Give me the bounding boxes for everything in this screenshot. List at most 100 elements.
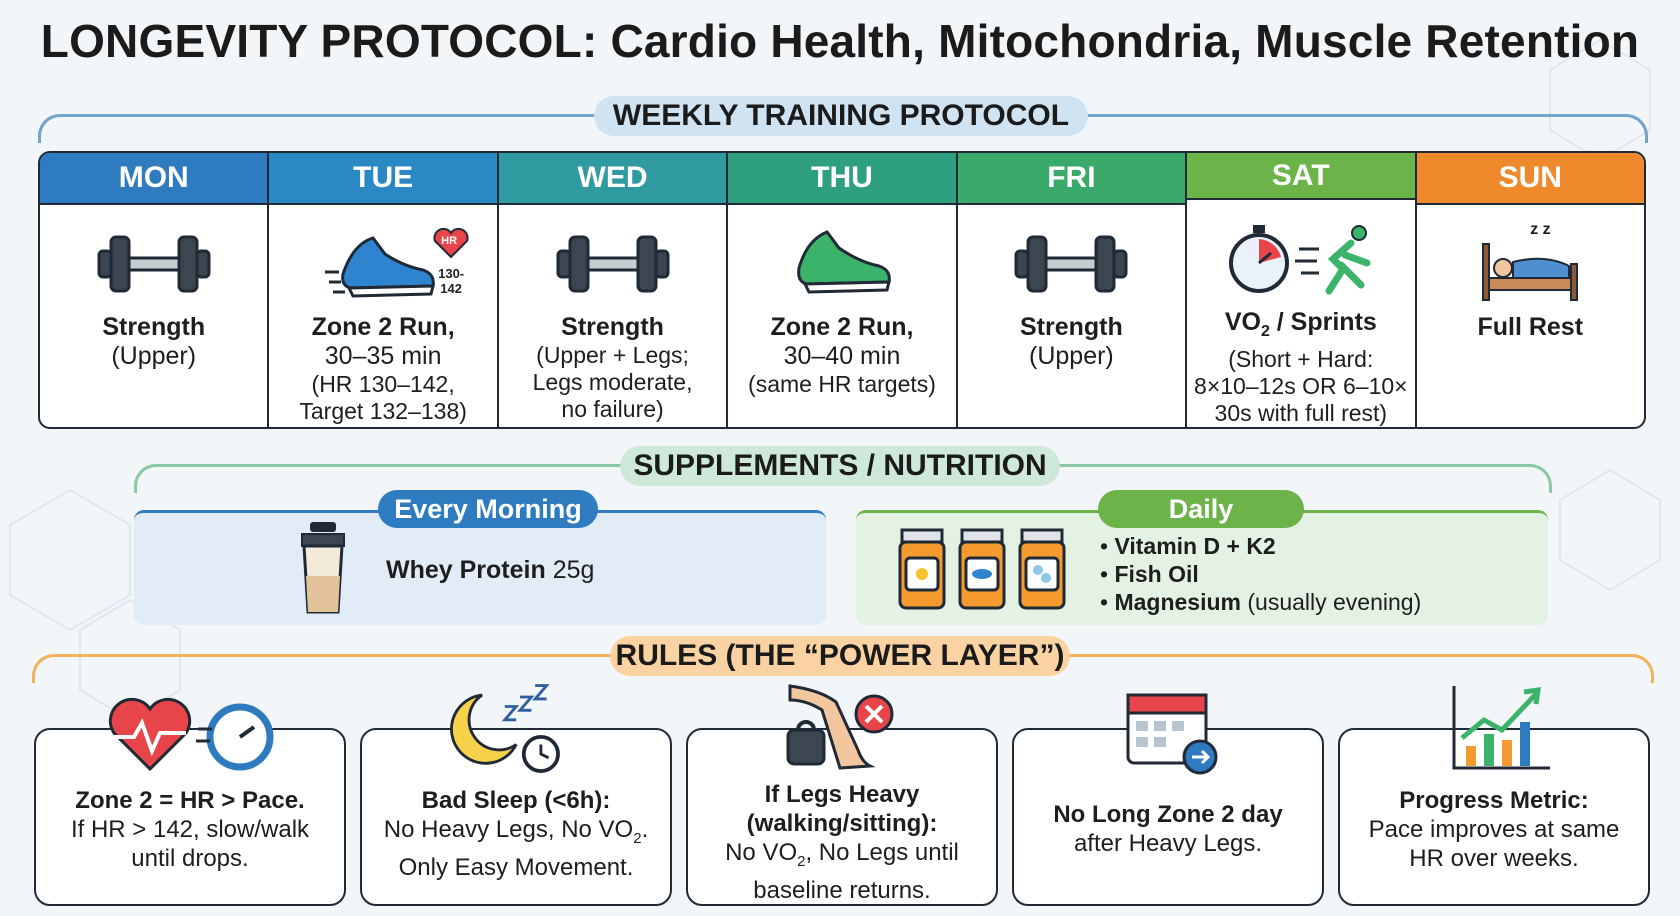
day-detail: (Upper) bbox=[1029, 342, 1114, 370]
day-note: 8×10–12s OR 6–10× bbox=[1194, 373, 1408, 399]
supplement-bottles-icon bbox=[898, 524, 1068, 617]
calendar-arrow-icon bbox=[1126, 693, 1218, 775]
running-shoe-icon bbox=[742, 219, 942, 309]
daily-banner: Daily bbox=[1098, 490, 1304, 528]
rule-title: Zone 2 = HR > Pace. bbox=[75, 787, 305, 814]
hr-badge-label: HR bbox=[441, 235, 458, 247]
rule-line: No Heavy Legs, No VO2. bbox=[362, 815, 670, 853]
dumbbell-icon bbox=[513, 219, 713, 309]
day-title: Full Rest bbox=[1477, 313, 1584, 341]
day-title: Strength bbox=[102, 313, 206, 341]
rule-line-a: No VO bbox=[725, 839, 798, 866]
rule-title: No Long Zone 2 day bbox=[1053, 801, 1283, 828]
running-shoe-icon: HR 130-142 bbox=[283, 219, 483, 309]
rule-title: Bad Sleep (<6h): bbox=[421, 787, 611, 814]
day-detail: 30–40 min bbox=[783, 342, 901, 370]
day-note: (same HR targets) bbox=[748, 371, 936, 397]
day-header: SAT bbox=[1187, 153, 1415, 200]
day-wed: WED Strength (Upper + Legs; Legs moderat… bbox=[498, 153, 729, 427]
day-mon: MON Strength (Upper) bbox=[40, 153, 270, 427]
morning-banner: Every Morning bbox=[378, 490, 598, 528]
bed-sleep-icon: z z bbox=[1430, 219, 1630, 309]
day-title: Strength bbox=[1020, 313, 1123, 341]
rule-line: until drops. bbox=[131, 845, 249, 872]
heart-icon bbox=[433, 227, 469, 259]
daily-item-name: Vitamin D + K2 bbox=[1114, 533, 1276, 559]
day-sun: SUN z z Full Rest bbox=[1416, 153, 1644, 427]
morning-panel bbox=[134, 510, 826, 625]
day-header: WED bbox=[498, 153, 727, 205]
rule-card: If Legs Heavy (walking/sitting): No VO2,… bbox=[686, 728, 998, 906]
day-title: Strength bbox=[561, 313, 664, 341]
rule-title: If Legs Heavy bbox=[764, 781, 920, 808]
daily-item: • Fish Oil bbox=[1100, 561, 1199, 587]
day-note: 30s with full rest) bbox=[1214, 400, 1388, 426]
protein-shaker-icon bbox=[296, 520, 350, 621]
day-note: Legs moderate, bbox=[532, 369, 693, 395]
progress-chart-icon bbox=[1452, 686, 1550, 770]
supplements-banner: SUPPLEMENTS / NUTRITION bbox=[620, 446, 1060, 486]
daily-item-name: Fish Oil bbox=[1114, 561, 1199, 587]
dumbbell-icon bbox=[971, 219, 1171, 309]
rule-line-sub: 2 bbox=[633, 829, 642, 847]
rule-line: No VO2, No Legs until bbox=[688, 838, 996, 876]
daily-item-note: (usually evening) bbox=[1240, 589, 1422, 615]
rule-line: HR over weeks. bbox=[1409, 845, 1579, 872]
day-tue: TUE HR 130-142 Zone 2 Run, 30–35 min (HR… bbox=[269, 153, 499, 427]
day-header: THU bbox=[728, 153, 956, 205]
day-title-sub: 2 bbox=[1260, 323, 1270, 340]
day-header: TUE bbox=[269, 153, 497, 205]
rule-line: after Heavy Legs. bbox=[1073, 830, 1263, 857]
day-detail: 30–35 min bbox=[324, 342, 442, 370]
rule-line-b: . bbox=[641, 816, 649, 843]
day-fri: FRI Strength (Upper) bbox=[957, 153, 1188, 427]
day-title-rest: / Sprints bbox=[1269, 308, 1377, 336]
rule-line: baseline returns. bbox=[753, 876, 931, 904]
day-thu: THU Zone 2 Run, 30–40 min (same HR targe… bbox=[728, 153, 958, 427]
rule-line-a: No Heavy Legs, No VO bbox=[383, 816, 634, 843]
rule-title: (walking/sitting): bbox=[746, 810, 938, 837]
day-title: Zone 2 Run, bbox=[770, 313, 914, 341]
daily-list: • Vitamin D + K2 • Fish Oil • Magnesium … bbox=[1100, 532, 1421, 616]
hr-range: 130-142 bbox=[438, 266, 465, 296]
day-detail: (Upper) bbox=[111, 342, 197, 370]
weekly-table: MON Strength (Upper) TUE HR 130-142 Zone… bbox=[38, 151, 1646, 429]
heart-rate-icon bbox=[108, 697, 274, 772]
day-note: Target 132–138) bbox=[299, 398, 467, 424]
day-sat: SAT VO2 / Sprints (Short + Hard: 8×10–12… bbox=[1187, 153, 1417, 427]
heavy-legs-icon bbox=[786, 684, 894, 770]
day-title: VO2 / Sprints bbox=[1225, 308, 1377, 346]
rule-card: Bad Sleep (<6h): No Heavy Legs, No VO2. … bbox=[360, 728, 672, 906]
page-title: LONGEVITY PROTOCOL: Cardio Health, Mitoc… bbox=[40, 15, 1640, 67]
rule-title: Progress Metric: bbox=[1399, 787, 1589, 814]
weekly-banner: WEEKLY TRAINING PROTOCOL bbox=[594, 96, 1088, 136]
rule-card: Zone 2 = HR > Pace. If HR > 142, slow/wa… bbox=[34, 728, 346, 906]
zzz-text: z z bbox=[1530, 221, 1551, 238]
day-note: no failure) bbox=[561, 396, 664, 422]
morning-item: Whey Protein 25g bbox=[386, 556, 594, 585]
day-header: MON bbox=[40, 153, 268, 205]
morning-item-name: Whey Protein bbox=[386, 556, 546, 584]
daily-item: • Magnesium (usually evening) bbox=[1100, 589, 1422, 615]
stopwatch-sprinter-icon bbox=[1201, 214, 1401, 304]
rule-line: If HR > 142, slow/walk bbox=[70, 816, 310, 843]
moon-sleep-icon bbox=[450, 684, 560, 773]
morning-item-dose: 25g bbox=[545, 556, 595, 584]
rule-line-b: , No Legs until bbox=[805, 839, 959, 866]
hr-badge: HR 130-142 bbox=[429, 227, 473, 296]
rule-line: Pace improves at same bbox=[1368, 816, 1620, 843]
rule-line: Only Easy Movement. bbox=[398, 853, 634, 881]
day-title-main: VO bbox=[1224, 308, 1261, 336]
day-header: SUN bbox=[1416, 153, 1644, 205]
day-note: (Upper + Legs; bbox=[536, 342, 689, 368]
dumbbell-icon bbox=[54, 219, 254, 309]
rule-card: Progress Metric: Pace improves at same H… bbox=[1338, 728, 1650, 906]
day-note: (Short + Hard: bbox=[1228, 346, 1374, 372]
daily-item: • Vitamin D + K2 bbox=[1100, 533, 1276, 559]
day-title: Zone 2 Run, bbox=[311, 313, 455, 341]
rule-line-sub: 2 bbox=[797, 852, 806, 870]
rules-banner: RULES (THE “POWER LAYER”) bbox=[610, 636, 1070, 676]
daily-item-name: Magnesium bbox=[1114, 589, 1241, 615]
day-header: FRI bbox=[957, 153, 1186, 205]
day-note: (HR 130–142, bbox=[311, 371, 455, 397]
